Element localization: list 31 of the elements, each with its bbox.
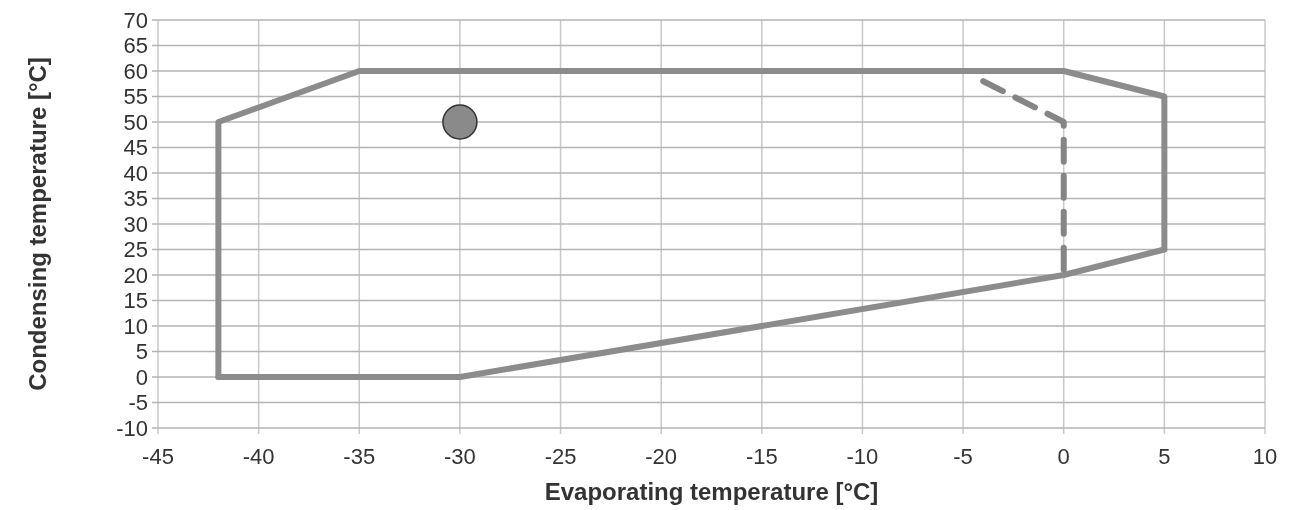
x-tick-label: -35 xyxy=(343,444,376,469)
y-tick-label: 20 xyxy=(123,262,148,288)
x-tick-label: -30 xyxy=(444,444,476,469)
x-tick-label: -25 xyxy=(544,444,577,469)
y-tick-label: 10 xyxy=(123,313,148,339)
y-tick-label: 0 xyxy=(135,364,148,390)
y-tick-label: 15 xyxy=(123,288,148,314)
y-tick-label: 65 xyxy=(123,33,148,59)
y-tick-label: 5 xyxy=(135,339,148,365)
x-axis-title: Evaporating temperature [°C] xyxy=(544,478,879,505)
x-tick-label: -15 xyxy=(745,444,778,469)
x-tick-label: -45 xyxy=(142,444,174,469)
x-tick-label: 10 xyxy=(1252,444,1278,469)
x-tick-label: 5 xyxy=(1158,444,1171,469)
x-tick-label: -10 xyxy=(846,444,879,469)
y-tick-label: 35 xyxy=(123,186,148,212)
y-axis-title: Condensing temperature [°C] xyxy=(24,57,51,391)
y-tick-label: 40 xyxy=(123,160,148,186)
y-tick-label: -5 xyxy=(128,390,148,416)
y-tick-label: 70 xyxy=(123,7,148,33)
y-tick-label: 50 xyxy=(123,109,148,135)
x-tick-label: -20 xyxy=(645,444,678,469)
y-tick-label: 60 xyxy=(123,58,148,84)
y-tick-label: 45 xyxy=(123,135,148,161)
x-tick-label: 0 xyxy=(1057,444,1070,469)
x-tick-label: -40 xyxy=(242,444,275,469)
y-tick-label: 30 xyxy=(123,211,148,237)
y-tick-label: -10 xyxy=(116,415,148,441)
x-tick-label: -5 xyxy=(953,444,973,469)
y-tick-label: 55 xyxy=(123,84,148,110)
y-tick-label: 25 xyxy=(123,237,148,263)
